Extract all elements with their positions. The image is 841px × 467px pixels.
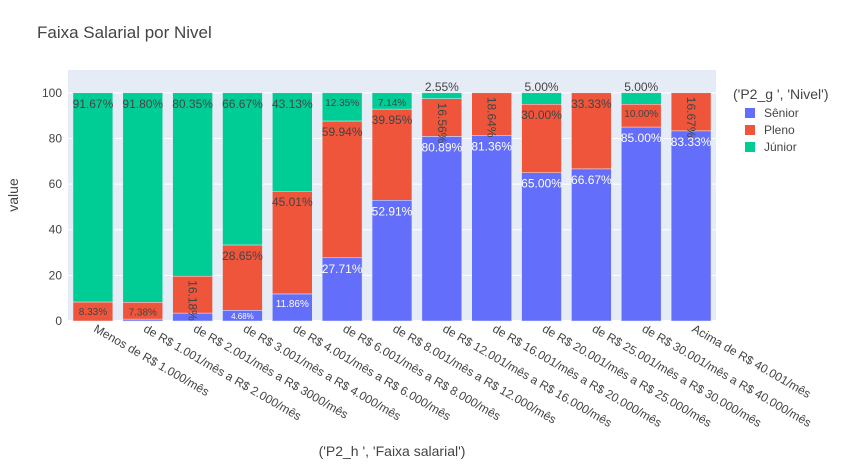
data-label: 27.71% [322, 262, 363, 276]
data-label: 11.86% [276, 299, 309, 310]
legend-swatch-snior [745, 108, 755, 118]
data-label: 16.18% [186, 280, 200, 321]
legend-item-label[interactable]: Sênior [764, 106, 799, 120]
legend-item-label[interactable]: Júnior [764, 140, 797, 154]
data-label: 91.67% [73, 97, 114, 111]
bar-pleno-segment[interactable] [172, 275, 213, 314]
bar-snior-segment[interactable] [521, 172, 562, 322]
data-label: 81.36% [471, 139, 512, 153]
bar-pleno-segment[interactable] [521, 103, 562, 173]
data-label: 5.00% [525, 80, 559, 94]
data-label: 4.68% [231, 312, 254, 321]
legend-swatch-jnior [745, 142, 755, 152]
y-tick-label: 100 [42, 86, 62, 100]
data-label: 2.55% [425, 80, 459, 94]
bar-pleno-segment[interactable] [321, 120, 363, 259]
data-label: 66.67% [571, 173, 612, 187]
y-tick-label: 20 [49, 268, 63, 282]
data-label: 65.00% [521, 177, 562, 191]
legend[interactable]: ('P2_g ', 'Nivel') Sênior Pleno Júnior [733, 86, 829, 154]
bar-jnior-segment[interactable] [72, 92, 114, 303]
bar-snior-segment[interactable] [571, 168, 612, 322]
bar-pleno-segment[interactable] [471, 92, 512, 136]
bar-jnior-segment[interactable] [222, 92, 263, 246]
bar-jnior-segment[interactable] [371, 92, 413, 110]
bar-snior-segment[interactable] [321, 257, 363, 322]
bar-jnior-segment[interactable] [321, 92, 363, 122]
data-label: 18.64% [485, 97, 499, 138]
bar-jnior-segment[interactable] [621, 92, 662, 105]
data-label: 83.33% [671, 135, 712, 149]
data-label: 91.80% [122, 97, 163, 111]
data-label: 39.95% [372, 113, 413, 127]
bar-pleno-segment[interactable] [571, 92, 612, 170]
data-label: 7.38% [129, 307, 157, 318]
data-labels: 8.33% 91.67% 7.38% 91.80% 16.18% 80.35% 4.68% 2… [73, 80, 712, 321]
y-tick-label: 80 [49, 131, 63, 145]
bar-snior-segment[interactable] [272, 293, 313, 322]
chart-title: Faixa Salarial por Nivel [37, 23, 212, 42]
bar-snior-segment[interactable] [621, 126, 662, 322]
data-label: 33.33% [571, 97, 612, 111]
legend-swatch-pleno [745, 125, 755, 135]
data-label: 45.01% [272, 195, 313, 209]
bar-snior-segment[interactable] [670, 130, 712, 322]
data-label: 66.67% [222, 97, 263, 111]
legend-title: ('P2_g ', 'Nivel') [733, 86, 829, 102]
data-label: 8.33% [79, 307, 107, 318]
data-label: 28.65% [222, 249, 263, 263]
data-label: 80.89% [421, 140, 462, 154]
bar-jnior-segment[interactable] [521, 92, 562, 105]
data-label: 52.91% [372, 204, 413, 218]
legend-item-label[interactable]: Pleno [764, 123, 795, 137]
bar-jnior-segment[interactable] [272, 92, 313, 192]
bar-snior-segment[interactable] [122, 318, 163, 322]
data-label: 10.00% [624, 109, 658, 120]
bar-pleno-segment[interactable] [371, 108, 413, 201]
data-label: 16.56% [435, 103, 449, 144]
data-label: 85.00% [621, 131, 662, 145]
data-label: 30.00% [521, 108, 562, 122]
bar-pleno-segment[interactable] [272, 190, 313, 295]
data-label: 59.94% [322, 125, 363, 139]
bars[interactable] [72, 92, 712, 322]
data-label: 80.35% [172, 97, 213, 111]
data-label: 12.35% [325, 98, 359, 109]
bar-snior-segment[interactable] [421, 136, 463, 322]
bar-jnior-segment[interactable] [122, 92, 163, 303]
y-tick-label: 60 [49, 177, 63, 191]
data-label: 43.13% [272, 97, 313, 111]
y-tick-label: 0 [55, 314, 62, 328]
data-label: 7.14% [378, 98, 406, 109]
y-axis-ticks: 0 20 40 60 80 100 [42, 86, 62, 328]
bar-snior-segment[interactable] [471, 135, 512, 322]
y-axis-title: value [5, 178, 21, 212]
data-label: 5.00% [624, 80, 658, 94]
data-label: 16.67% [684, 97, 698, 138]
bar-pleno-segment[interactable] [222, 244, 263, 311]
bar-pleno-segment[interactable] [670, 92, 712, 132]
bar-jnior-segment[interactable] [421, 92, 463, 99]
y-tick-label: 40 [49, 223, 63, 237]
x-axis-title: ('P2_h ', 'Faixa salarial') [319, 443, 466, 459]
bar-jnior-segment[interactable] [172, 92, 213, 277]
bar-snior-segment[interactable] [371, 200, 413, 322]
